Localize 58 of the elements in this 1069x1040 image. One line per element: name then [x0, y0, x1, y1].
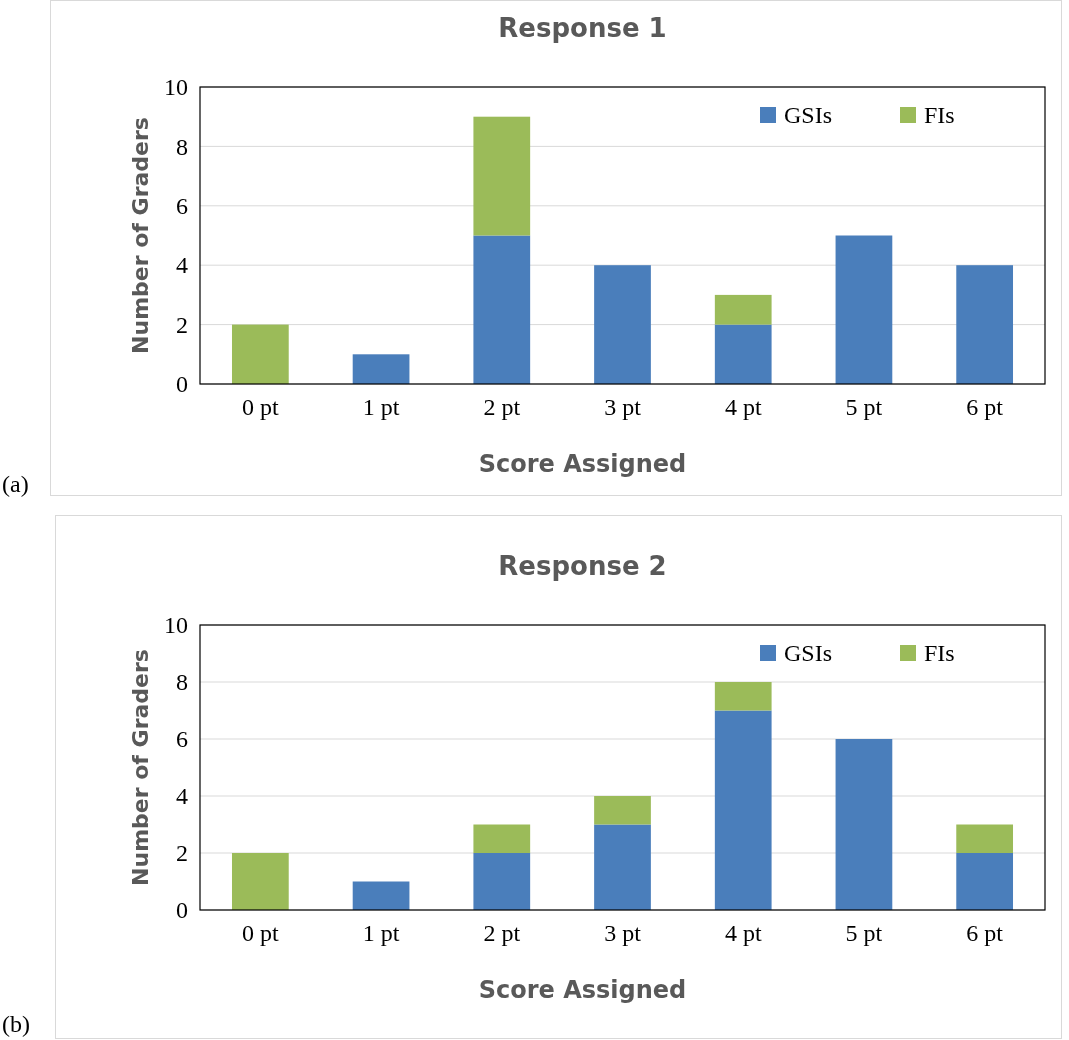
y-tick-label: 8: [176, 133, 188, 160]
bar: [473, 235, 531, 384]
bar: [714, 710, 772, 910]
bar: [352, 354, 410, 384]
x-tick-label: 2 pt: [483, 920, 521, 947]
bar: [714, 324, 772, 384]
y-axis-title: Number of Graders: [128, 649, 153, 886]
text: (a): [2, 471, 29, 497]
y-tick-label: 2: [176, 840, 188, 867]
x-tick-label: 5 pt: [845, 920, 883, 947]
bar: [956, 853, 1014, 910]
legend-label: FIs: [924, 640, 955, 666]
y-axis-title: Number of Graders: [128, 117, 153, 354]
bar: [231, 324, 289, 384]
chart-title: Response 2: [498, 551, 667, 581]
bar: [714, 294, 772, 325]
x-axis-title: Score Assigned: [478, 976, 687, 1004]
x-tick-label: 1 pt: [362, 920, 400, 947]
y-tick-label: 6: [176, 726, 188, 753]
bar: [473, 116, 531, 236]
x-tick-label: 0 pt: [242, 920, 280, 947]
bar: [835, 739, 893, 910]
y-tick-label: 10: [164, 74, 188, 101]
legend-label: FIs: [924, 102, 955, 128]
chart-title: Response 1: [498, 13, 667, 43]
y-tick-label: 0: [176, 371, 188, 398]
bar: [956, 265, 1014, 384]
x-tick-label: 5 pt: [845, 394, 883, 421]
x-tick-label: 1 pt: [362, 394, 400, 421]
y-tick-label: 10: [164, 612, 188, 639]
bar: [594, 824, 651, 910]
y-tick-label: 8: [176, 669, 188, 696]
text: (b): [2, 1011, 30, 1037]
y-tick-label: 4: [176, 252, 188, 279]
bar: [231, 853, 289, 910]
bar: [473, 853, 531, 910]
bar: [835, 235, 893, 384]
bar: [473, 824, 531, 853]
bar: [956, 824, 1014, 853]
legend-label: GSIs: [784, 102, 833, 128]
x-tick-label: 6 pt: [966, 394, 1004, 421]
bar: [352, 881, 410, 910]
bar: [594, 796, 651, 825]
y-tick-label: 0: [176, 897, 188, 924]
x-axis-title: Score Assigned: [478, 450, 687, 478]
y-tick-label: 6: [176, 192, 188, 219]
bar: [594, 265, 651, 384]
y-tick-label: 4: [176, 783, 188, 810]
y-tick-label: 2: [176, 311, 188, 338]
x-tick-label: 2 pt: [483, 394, 521, 421]
x-tick-label: 3 pt: [604, 920, 642, 947]
legend-label: GSIs: [784, 640, 833, 666]
x-tick-label: 4 pt: [724, 394, 762, 421]
x-tick-label: 4 pt: [724, 920, 762, 947]
x-tick-label: 0 pt: [242, 394, 280, 421]
x-tick-label: 6 pt: [966, 920, 1004, 947]
x-tick-label: 3 pt: [604, 394, 642, 421]
bar: [714, 682, 772, 711]
